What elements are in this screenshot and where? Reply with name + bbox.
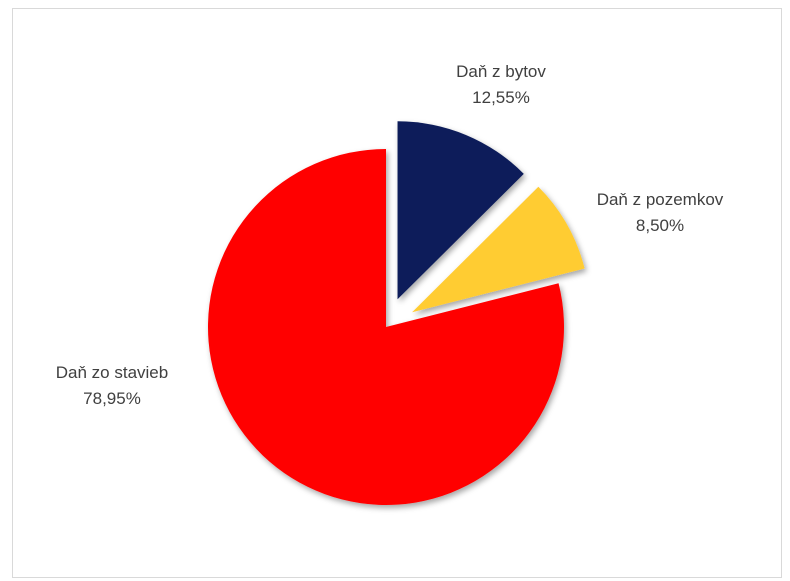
slice-name-label: Daň z bytov — [456, 62, 546, 81]
pie-slice — [397, 121, 524, 300]
slice-value-label: 78,95% — [83, 389, 141, 408]
slice-name-label: Daň zo stavieb — [56, 363, 168, 382]
slice-value-label: 8,50% — [636, 216, 684, 235]
pie-slice — [412, 186, 585, 313]
slice-name-label: Daň z pozemkov — [597, 190, 724, 209]
pie-slice — [208, 149, 565, 506]
slice-value-label: 12,55% — [472, 88, 530, 107]
